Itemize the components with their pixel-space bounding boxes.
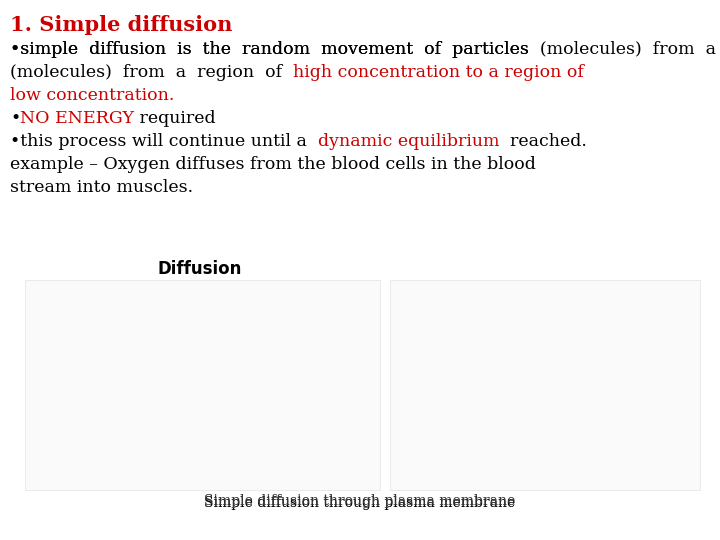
Text: •this process will continue until a: •this process will continue until a [10,133,318,150]
Text: example – Oxygen diffuses from the blood cells in the blood: example – Oxygen diffuses from the blood… [10,156,536,173]
Text: (molecules)  from  a  region  of: (molecules) from a region of [10,64,293,81]
Bar [25,280,380,490]
Text: NO ENERGY: NO ENERGY [20,110,134,127]
Text: •simple  diffusion  is  the  random  movement  of  particles: •simple diffusion is the random movement… [10,41,529,58]
Text: Diffusion: Diffusion [158,260,242,278]
Text: high concentration to a region of: high concentration to a region of [293,64,584,81]
Text: low concentration.: low concentration. [10,87,174,104]
Text: •: • [10,110,20,127]
Text: Simple diffusion through plasma membrane: Simple diffusion through plasma membrane [204,494,516,508]
Text: 1. Simple diffusion: 1. Simple diffusion [10,15,233,35]
Text: •simple  diffusion  is  the  random  movement  of  particles  (molecules)  from : •simple diffusion is the random movement… [10,41,720,58]
Text: required: required [134,110,216,127]
Text: stream into muscles.: stream into muscles. [10,179,193,196]
Bar [390,280,700,490]
Text: dynamic equilibrium: dynamic equilibrium [318,133,500,150]
Text: reached.: reached. [500,133,588,150]
Text: Simple diffusion through plasma membrane: Simple diffusion through plasma membrane [204,496,516,510]
